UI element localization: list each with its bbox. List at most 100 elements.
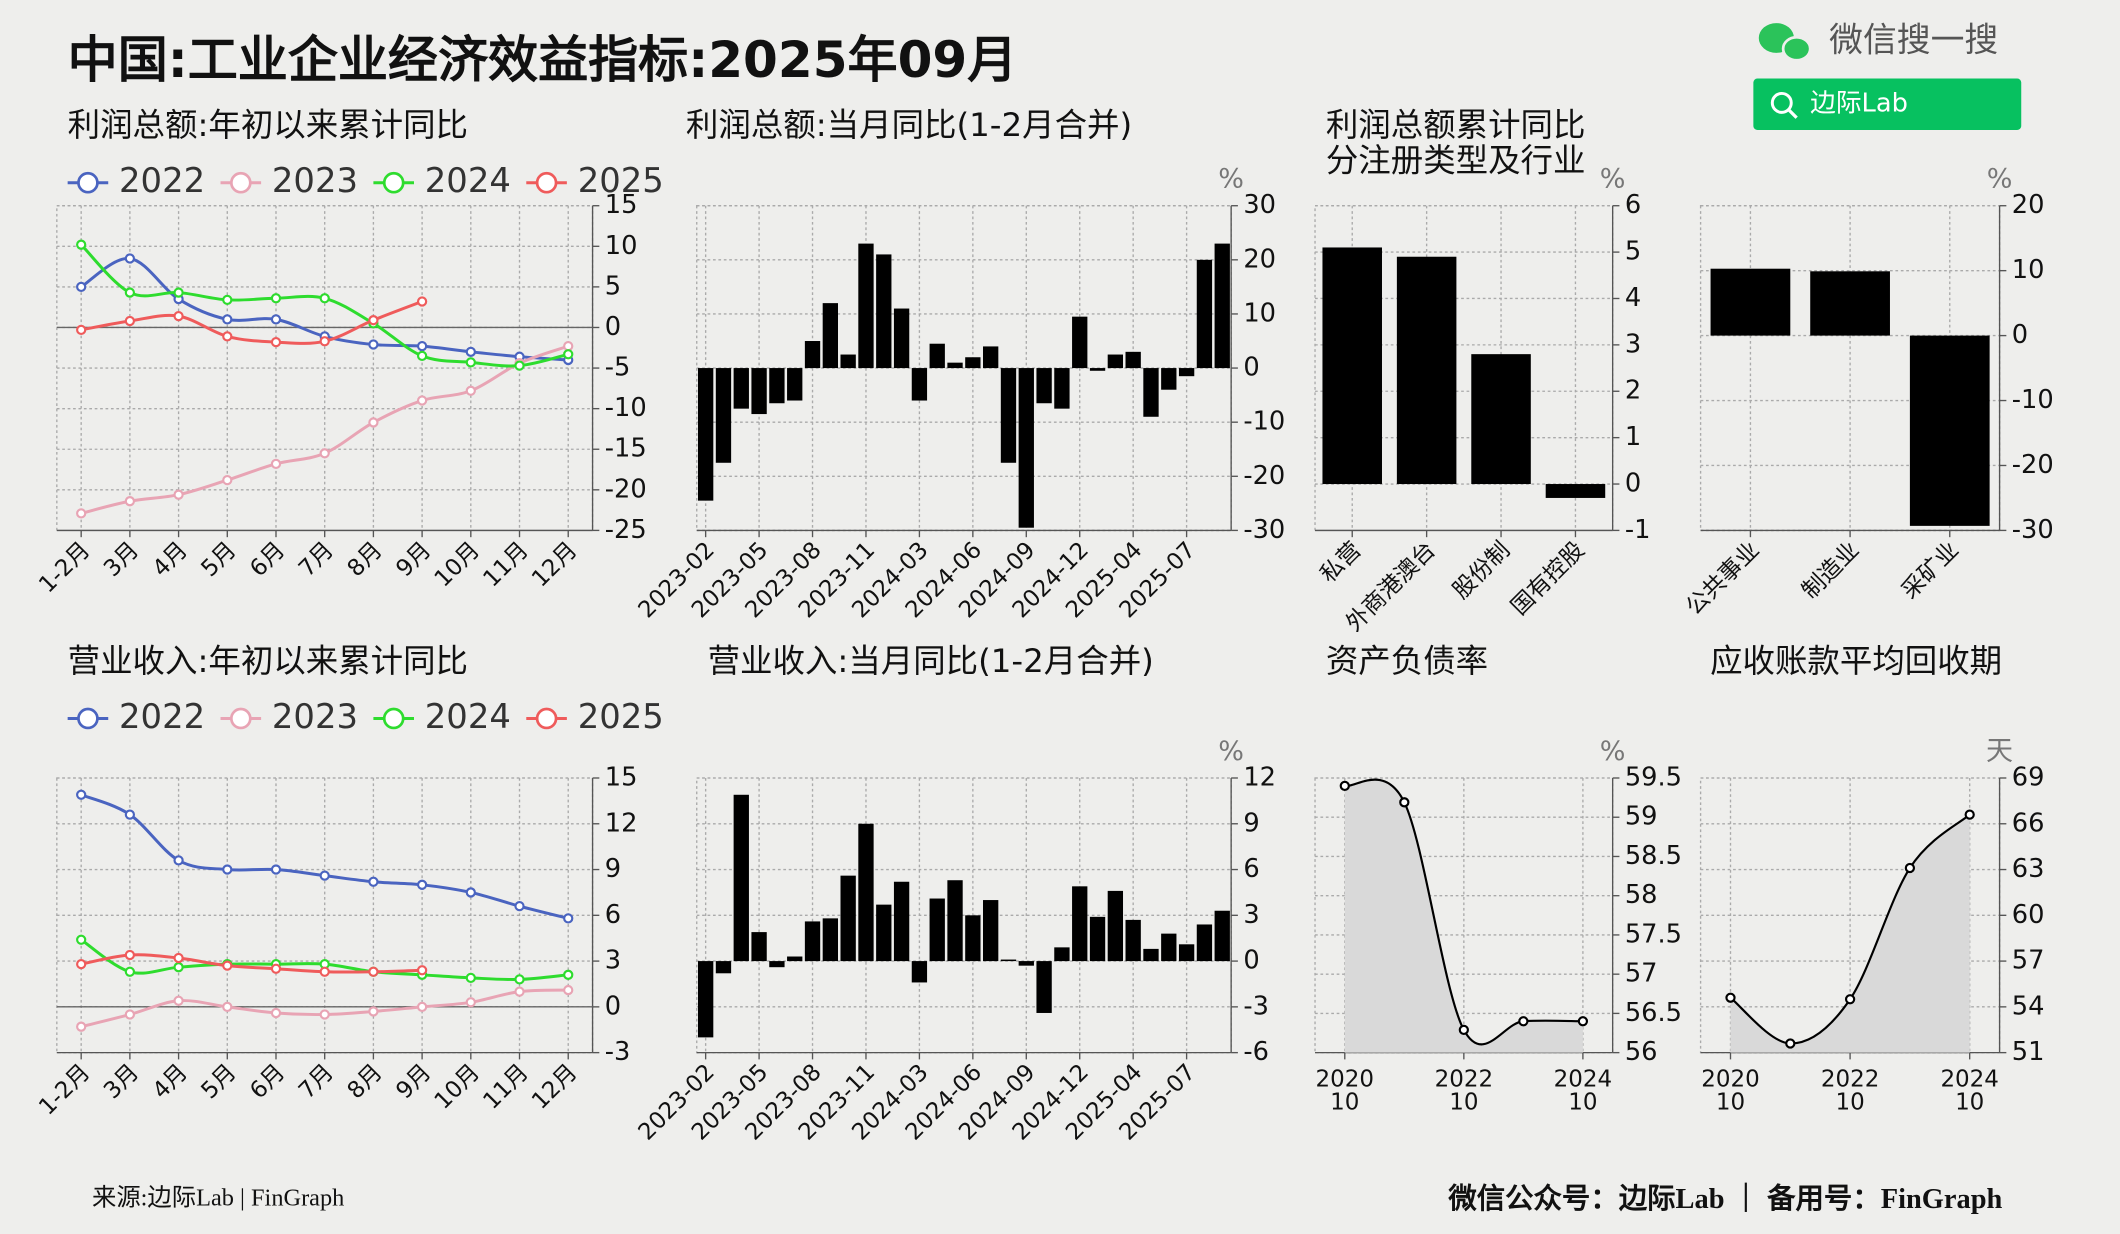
y-tick-label: 4 bbox=[1625, 283, 1641, 313]
chart-title: 营业收入:年初以来累计同比 bbox=[68, 642, 468, 680]
x-tick-label: 2024 10 bbox=[1940, 1066, 1999, 1115]
x-tick-label-line: 2022 bbox=[1435, 1066, 1494, 1092]
bar bbox=[965, 915, 981, 962]
x-tick-label-line: 10 bbox=[1835, 1089, 1864, 1115]
point bbox=[270, 1007, 282, 1019]
y-tick-label: -3 bbox=[1243, 991, 1269, 1021]
point bbox=[368, 1006, 379, 1017]
point bbox=[416, 879, 428, 890]
page-title: 中国:工业企业经济效益指标:2025年09月 bbox=[68, 31, 1018, 89]
point bbox=[76, 281, 87, 293]
y-tick-label: 3 bbox=[1243, 900, 1259, 930]
y-tick-label: -10 bbox=[2012, 385, 2054, 415]
point bbox=[76, 324, 87, 336]
legend-label: 2022 bbox=[119, 697, 205, 736]
point bbox=[416, 296, 428, 307]
point bbox=[1518, 1016, 1529, 1027]
point bbox=[465, 357, 476, 368]
bar bbox=[697, 961, 714, 1038]
bar bbox=[1322, 247, 1382, 485]
bar bbox=[1396, 256, 1457, 485]
bar bbox=[1125, 351, 1141, 369]
point bbox=[465, 346, 476, 357]
bar bbox=[876, 254, 892, 369]
x-tick-label: 2020 10 bbox=[1701, 1066, 1760, 1115]
bar bbox=[983, 900, 999, 962]
y-tick-label: 5 bbox=[605, 271, 621, 301]
search-box[interactable] bbox=[1753, 78, 2022, 130]
point bbox=[173, 952, 184, 964]
y-tick-label: -10 bbox=[1243, 407, 1285, 437]
y-tick-label: -20 bbox=[605, 474, 647, 504]
y-tick-label: 5 bbox=[1625, 237, 1641, 267]
point bbox=[124, 287, 136, 298]
point bbox=[222, 864, 233, 875]
unit-label: % bbox=[1218, 164, 1244, 195]
y-tick-label: 15 bbox=[605, 762, 638, 792]
y-tick-label: 56.5 bbox=[1625, 998, 1682, 1028]
y-tick-label: 10 bbox=[1243, 298, 1276, 328]
unit-label: % bbox=[1987, 164, 2013, 195]
y-tick-label: 58 bbox=[1625, 880, 1658, 910]
y-tick-label: 0 bbox=[605, 991, 621, 1021]
bar bbox=[840, 875, 856, 962]
point bbox=[319, 966, 330, 977]
legend-marker bbox=[229, 171, 252, 194]
x-tick-label-line: 2024 bbox=[1940, 1066, 1999, 1092]
point bbox=[1577, 1016, 1589, 1027]
point bbox=[270, 458, 282, 469]
bar bbox=[858, 823, 874, 962]
chart-title: 利润总额:年初以来累计同比 bbox=[68, 106, 468, 144]
bar bbox=[1089, 368, 1106, 371]
point bbox=[514, 974, 525, 985]
y-tick-label: 59 bbox=[1625, 802, 1658, 832]
y-tick-label: 10 bbox=[2012, 255, 2045, 285]
point bbox=[319, 336, 330, 347]
bar bbox=[965, 357, 981, 369]
y-tick-label: -6 bbox=[1243, 1037, 1269, 1067]
y-tick-label: 60 bbox=[2012, 900, 2045, 930]
point bbox=[76, 239, 87, 250]
point bbox=[173, 855, 184, 866]
point bbox=[416, 341, 428, 352]
point bbox=[1844, 994, 1856, 1005]
bar bbox=[893, 881, 910, 962]
y-tick-label: -30 bbox=[1243, 515, 1285, 545]
point bbox=[270, 864, 282, 875]
point bbox=[173, 489, 184, 500]
y-tick-label: 69 bbox=[2012, 762, 2045, 792]
x-tick-label-line: 10 bbox=[1716, 1089, 1745, 1115]
point bbox=[368, 315, 379, 326]
point bbox=[76, 934, 87, 945]
point bbox=[222, 294, 233, 306]
point bbox=[319, 448, 330, 459]
y-tick-label: 20 bbox=[1243, 244, 1276, 274]
chart-title: 应收账款平均回收期 bbox=[1710, 642, 2002, 680]
y-tick-label: -15 bbox=[605, 434, 647, 464]
legend-marker bbox=[535, 707, 558, 730]
y-tick-label: -3 bbox=[605, 1037, 631, 1067]
point bbox=[124, 496, 136, 507]
point bbox=[124, 315, 136, 327]
point bbox=[1725, 992, 1736, 1003]
y-tick-label: -25 bbox=[605, 515, 647, 545]
area bbox=[1344, 779, 1583, 1053]
point bbox=[319, 1009, 330, 1020]
point bbox=[173, 287, 184, 298]
bar bbox=[1214, 243, 1230, 369]
y-tick-label: 57 bbox=[2012, 946, 2045, 976]
bar bbox=[769, 368, 785, 404]
point bbox=[76, 1021, 87, 1032]
y-tick-label: 6 bbox=[1625, 190, 1641, 220]
point bbox=[514, 986, 525, 997]
bar bbox=[1909, 335, 1990, 526]
bar bbox=[751, 368, 767, 415]
y-tick-label: 9 bbox=[1243, 808, 1259, 838]
y-tick-label: -5 bbox=[605, 353, 631, 383]
bar bbox=[911, 961, 928, 983]
bar bbox=[1143, 368, 1159, 417]
bar bbox=[1214, 910, 1230, 962]
y-tick-label: -20 bbox=[1243, 461, 1285, 491]
bar bbox=[929, 898, 945, 962]
legend-label: 2023 bbox=[272, 161, 358, 200]
